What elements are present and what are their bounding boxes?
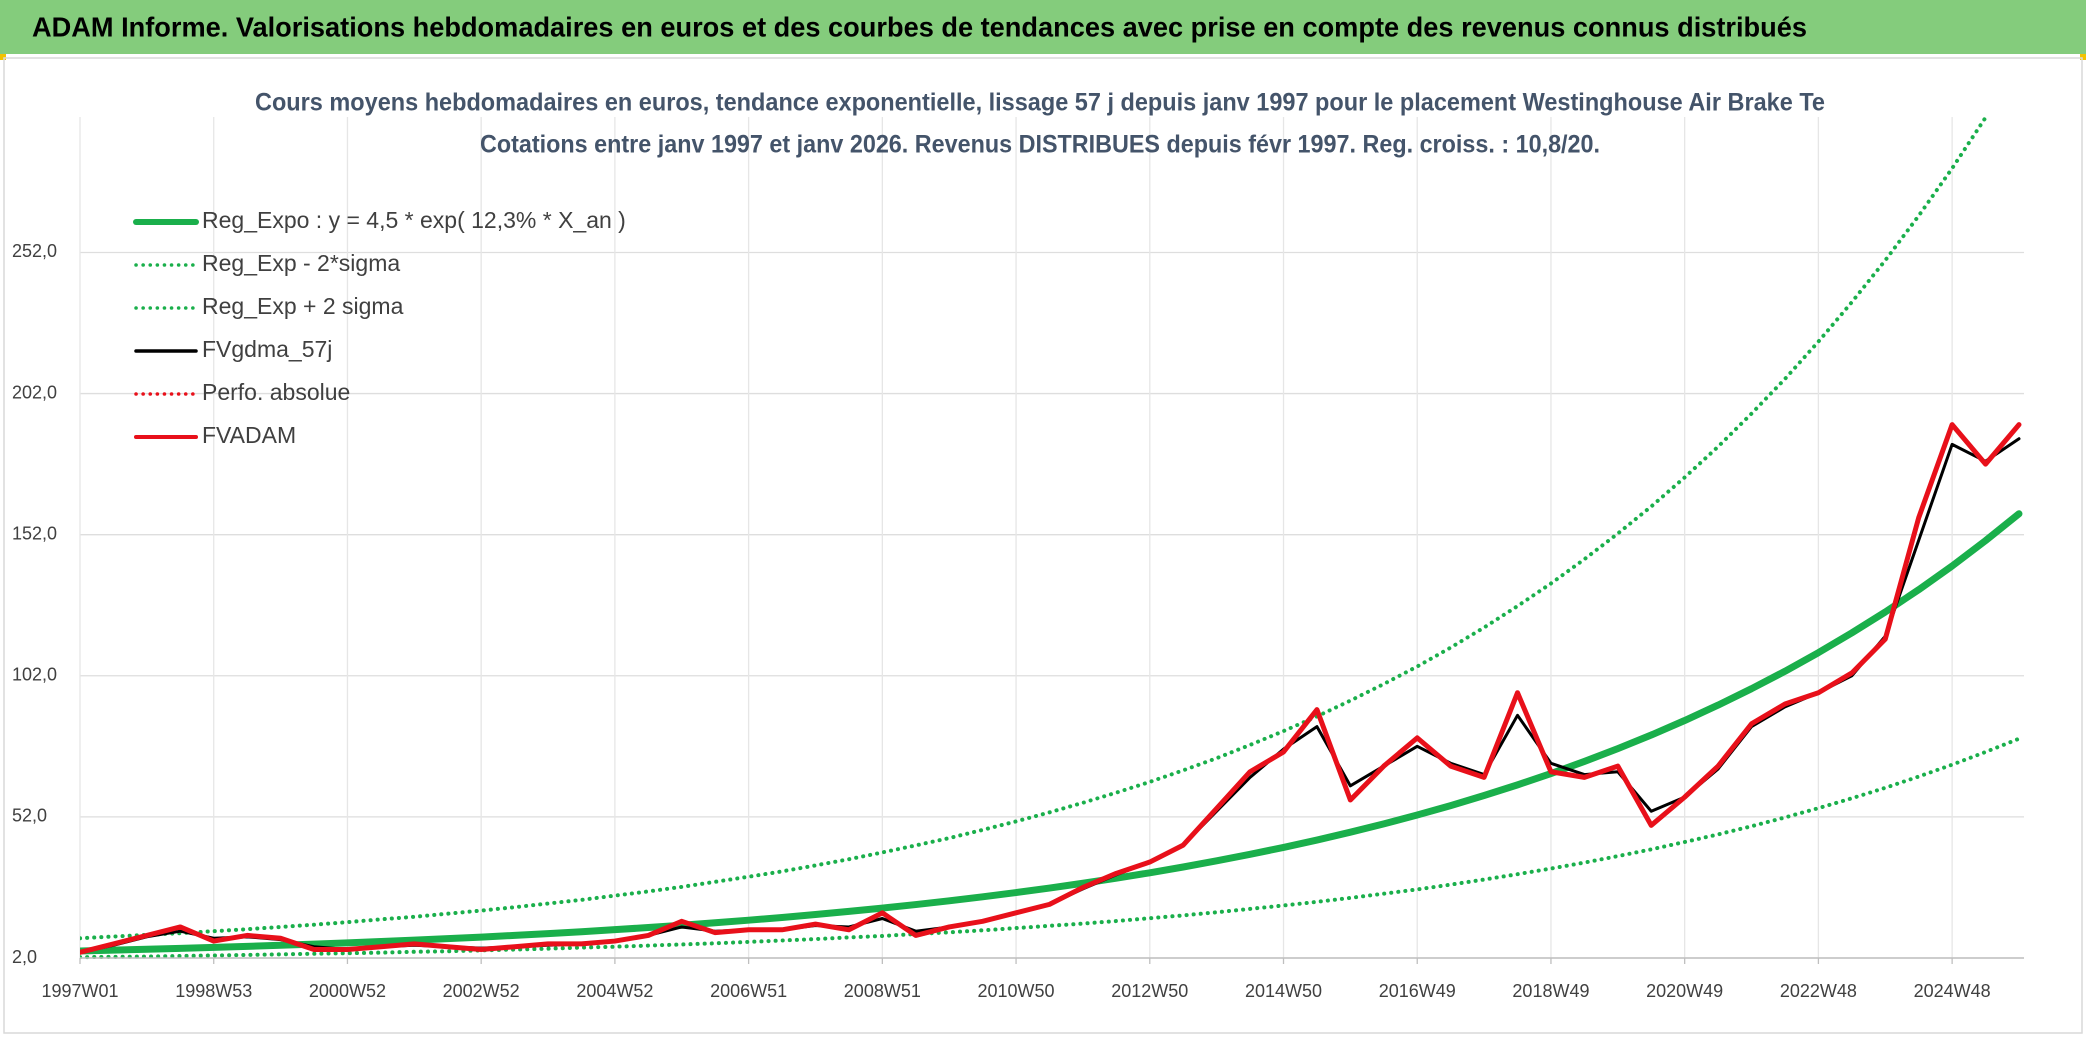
x-tick-label: 2020W49 bbox=[1646, 981, 1723, 1001]
x-tick-label: 2004W52 bbox=[576, 981, 653, 1001]
x-tick-label: 2008W51 bbox=[844, 981, 921, 1001]
x-tick-label: 2006W51 bbox=[710, 981, 787, 1001]
legend-label: Perfo. absolue bbox=[202, 379, 350, 405]
x-tick-label: 1998W53 bbox=[175, 981, 252, 1001]
legend: Reg_Expo : y = 4,5 * exp( 12,3% * X_an )… bbox=[133, 207, 626, 448]
grid bbox=[79, 117, 2024, 959]
x-tick-label: 2002W52 bbox=[443, 981, 520, 1001]
legend-label: FVgdma_57j bbox=[202, 336, 332, 362]
axes: 2,0 52,0 102,0 152,0 202,0 252,0 1997W01 1998W5… bbox=[12, 241, 2024, 1001]
legend-label: Reg_Exp - 2*sigma bbox=[202, 250, 400, 276]
x-tick-label: 2012W50 bbox=[1111, 981, 1188, 1001]
chart-frame bbox=[3, 57, 2083, 1034]
x-tick-label: 2000W52 bbox=[309, 981, 386, 1001]
header-bar bbox=[0, 0, 2086, 54]
x-tick-label: 1997W01 bbox=[41, 981, 118, 1001]
legend-label: Reg_Expo : y = 4,5 * exp( 12,3% * X_an ) bbox=[202, 207, 626, 233]
series-line bbox=[80, 117, 1989, 941]
series-line bbox=[80, 422, 2022, 955]
y-tick-label: 202,0 bbox=[12, 382, 57, 402]
series-line bbox=[80, 510, 2023, 955]
y-tick-label: 152,0 bbox=[12, 523, 57, 543]
corner bbox=[0, 50, 6, 60]
x-tick-label: 2024W48 bbox=[1914, 981, 1991, 1001]
y-tick-label: 102,0 bbox=[12, 665, 57, 685]
x-tick-label: 2014W50 bbox=[1245, 981, 1322, 1001]
header-title: ADAM Informe. Valorisations hebdomadaire… bbox=[32, 11, 1807, 42]
x-tick-label: 2022W48 bbox=[1780, 981, 1857, 1001]
y-tick-label: 252,0 bbox=[12, 241, 57, 261]
x-tick-label: 2016W49 bbox=[1379, 981, 1456, 1001]
chart-subtitle: Cotations entre janv 1997 et janv 2026. … bbox=[480, 131, 1600, 159]
y-tick-label: 2,0 bbox=[12, 947, 37, 967]
legend-label: Reg_Exp + 2 sigma bbox=[202, 293, 404, 319]
x-tick-label: 2010W50 bbox=[978, 981, 1055, 1001]
plot bbox=[80, 117, 2023, 960]
x-tick-label: 2018W49 bbox=[1512, 981, 1589, 1001]
y-tick-label: 52,0 bbox=[12, 806, 47, 826]
legend-label: FVADAM bbox=[202, 422, 296, 448]
chart-title: Cours moyens hebdomadaires en euros, ten… bbox=[255, 89, 1825, 117]
corner bbox=[2080, 50, 2086, 60]
